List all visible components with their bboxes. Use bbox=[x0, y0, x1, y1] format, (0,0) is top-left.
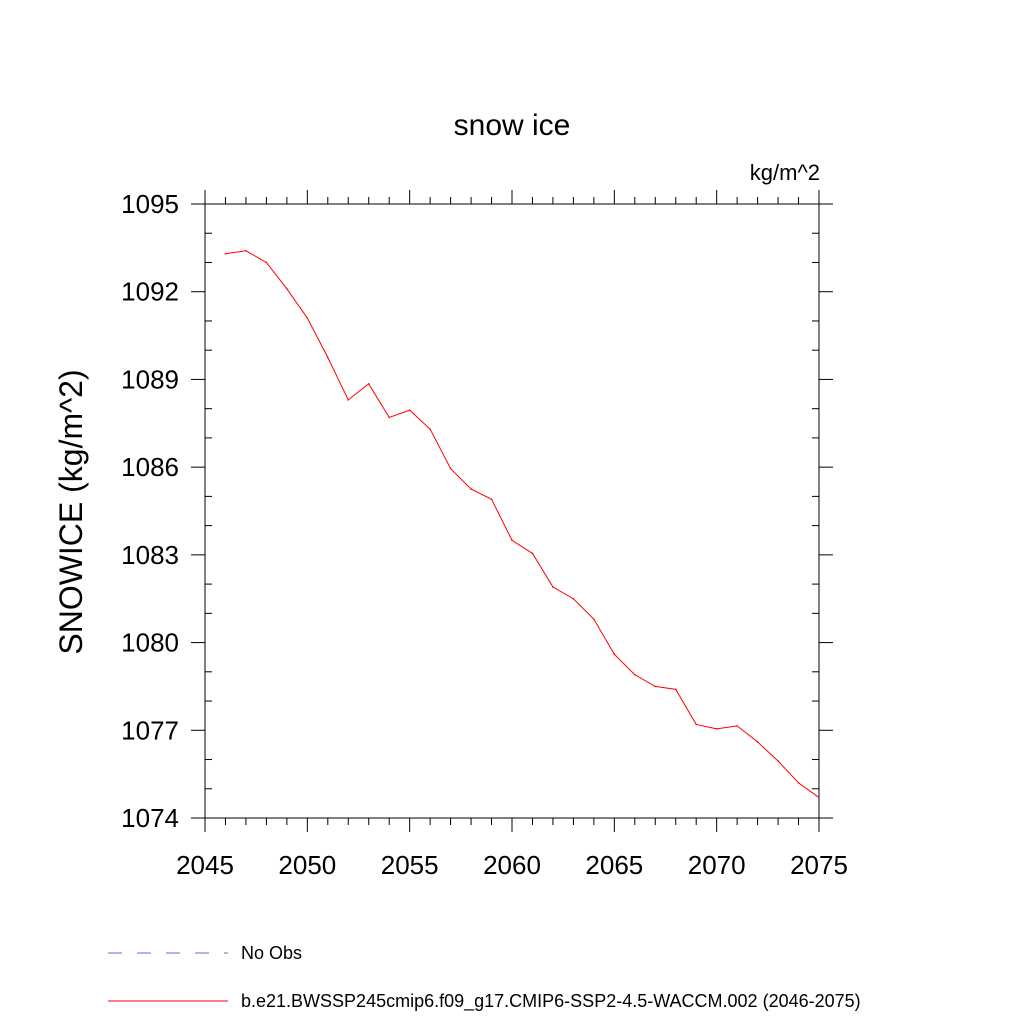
data-point bbox=[572, 597, 575, 600]
x-tick-label: 2060 bbox=[483, 850, 541, 880]
data-point bbox=[367, 383, 370, 385]
data-point bbox=[613, 653, 616, 656]
plot-frame bbox=[204, 203, 820, 819]
legend: No Obs b.e21.BWSSP245cmip6.f09_g17.CMIP6… bbox=[108, 943, 861, 1012]
series-points bbox=[224, 249, 820, 799]
y-tick-label: 1080 bbox=[121, 628, 179, 658]
x-tick-label: 2065 bbox=[585, 850, 643, 880]
data-point bbox=[245, 249, 247, 252]
data-point bbox=[654, 685, 657, 688]
data-point bbox=[593, 618, 595, 620]
y-tick-label: 1077 bbox=[121, 715, 179, 745]
data-point bbox=[347, 399, 350, 401]
x-tick-label: 2070 bbox=[688, 850, 746, 880]
data-point bbox=[531, 552, 534, 555]
x-tick-label: 2050 bbox=[278, 850, 336, 880]
data-point bbox=[286, 287, 288, 290]
data-point bbox=[224, 252, 227, 255]
data-point bbox=[327, 356, 329, 359]
x-tick-label: 2045 bbox=[176, 850, 234, 880]
data-point bbox=[470, 488, 472, 490]
y-tick-label: 1074 bbox=[121, 803, 179, 833]
y-tick-label: 1095 bbox=[121, 189, 179, 219]
data-point bbox=[265, 261, 268, 264]
data-point bbox=[306, 317, 309, 319]
series-line bbox=[225, 250, 820, 798]
data-point bbox=[449, 467, 452, 470]
data-point bbox=[674, 688, 677, 691]
x-tick-labels: 2045 2050 2055 2060 2065 2070 2075 bbox=[176, 850, 848, 880]
data-point bbox=[777, 760, 779, 762]
y-tick-labels: 1074 1077 1080 1083 1086 1089 1092 1095 bbox=[121, 189, 179, 833]
x-tick-label: 2075 bbox=[790, 850, 848, 880]
units-label: kg/m^2 bbox=[750, 160, 820, 185]
data-point bbox=[388, 416, 391, 419]
data-point bbox=[552, 586, 554, 588]
chart-title: snow ice bbox=[454, 109, 571, 142]
data-point bbox=[797, 782, 800, 784]
legend-label-no-obs: No Obs bbox=[241, 943, 302, 963]
y-tick-label: 1092 bbox=[121, 277, 179, 307]
data-point bbox=[634, 673, 636, 676]
data-point bbox=[695, 723, 697, 726]
y-tick-label: 1089 bbox=[121, 364, 179, 394]
data-point bbox=[736, 725, 738, 727]
y-tick-label: 1083 bbox=[121, 540, 179, 570]
data-point bbox=[408, 409, 411, 411]
data-point bbox=[490, 498, 493, 501]
data-point bbox=[715, 728, 718, 730]
data-point bbox=[511, 539, 513, 542]
axis-ticks bbox=[191, 190, 833, 832]
y-axis-label: SNOWICE (kg/m^2) bbox=[53, 369, 89, 654]
y-tick-label: 1086 bbox=[121, 452, 179, 482]
x-tick-label: 2055 bbox=[381, 850, 439, 880]
data-point bbox=[818, 796, 820, 799]
data-point bbox=[429, 428, 431, 430]
data-point bbox=[756, 741, 759, 743]
legend-label-series: b.e21.BWSSP245cmip6.f09_g17.CMIP6-SSP2-4… bbox=[241, 991, 861, 1012]
